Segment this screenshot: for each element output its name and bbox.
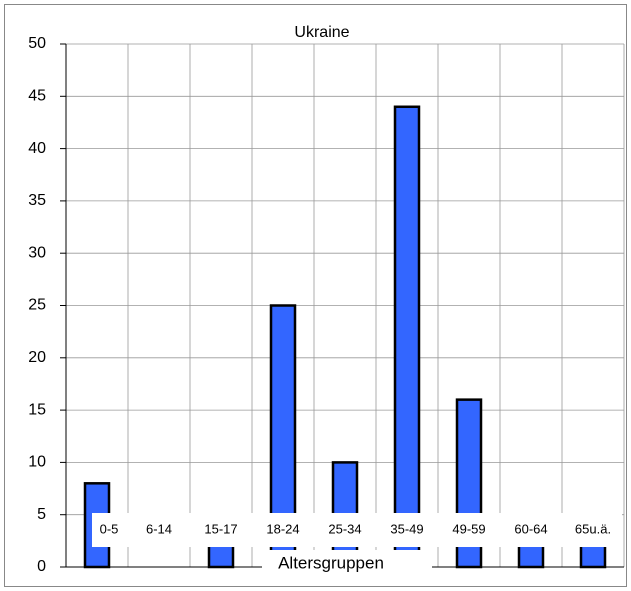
x-tick-label: 60-64 [514,521,547,536]
chart-title: Ukraine [294,24,349,41]
y-tick-label: 25 [28,297,46,314]
x-tick-label: 18-24 [266,521,299,536]
x-tick-label: 49-59 [452,521,485,536]
x-tick-label: 65u.ä. [575,521,611,536]
x-tick-label: 15-17 [204,521,237,536]
y-tick-label: 0 [37,558,46,575]
x-axis-label: Altersgruppen [278,553,384,572]
y-tick-label: 50 [28,35,46,52]
category-label-box [92,513,622,547]
y-tick-label: 15 [28,401,46,418]
x-tick-label: 0-5 [100,521,119,536]
x-label-box [262,550,432,577]
y-tick-label: 35 [28,192,46,209]
y-tick-label: 40 [28,140,46,157]
y-tick-label: 30 [28,244,46,261]
grid [60,43,625,568]
x-tick-label: 6-14 [146,521,172,536]
y-tick-label: 10 [28,454,46,471]
y-tick-label: 20 [28,349,46,366]
y-tick-label: 5 [37,506,46,523]
bar [393,105,421,569]
y-tick-label: 45 [28,88,46,105]
x-tick-label: 25-34 [328,521,361,536]
x-tick-label: 35-49 [390,521,423,536]
